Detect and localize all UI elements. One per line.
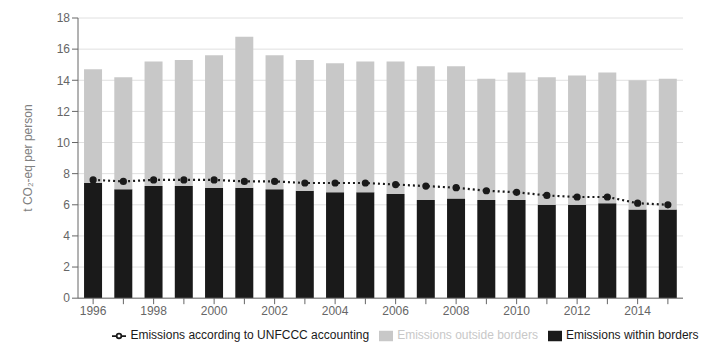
- svg-text:2008: 2008: [443, 304, 470, 318]
- svg-text:2010: 2010: [503, 304, 530, 318]
- svg-text:16: 16: [57, 42, 71, 56]
- html-text:Emissions within borders: Emissions within borders: [565, 328, 699, 343]
- svg-text:1996: 1996: [80, 304, 107, 318]
- svg-text:2014: 2014: [624, 304, 651, 318]
- svg-text:t CO₂-eq per person: t CO₂-eq per person: [21, 104, 35, 211]
- svg-text:0: 0: [63, 291, 70, 305]
- svg-text:12: 12: [57, 105, 71, 119]
- svg-text:2006: 2006: [382, 304, 409, 318]
- html-text:Emissions outside borders: Emissions outside borders: [397, 328, 538, 343]
- svg-text:10: 10: [57, 136, 71, 150]
- svg-text:2: 2: [63, 260, 70, 274]
- svg-text:2002: 2002: [261, 304, 288, 318]
- svg-text:4: 4: [63, 229, 70, 243]
- svg-text:14: 14: [57, 74, 71, 88]
- svg-text:1998: 1998: [140, 304, 167, 318]
- svg-text:18: 18: [57, 11, 71, 25]
- svg-text:2012: 2012: [564, 304, 591, 318]
- svg-text:8: 8: [63, 167, 70, 181]
- svg-text:6: 6: [63, 198, 70, 212]
- html-text:Emissions according to UNFCCC: Emissions according to UNFCCC accounting: [130, 328, 370, 343]
- svg-text:2004: 2004: [322, 304, 349, 318]
- svg-text:2000: 2000: [201, 304, 228, 318]
